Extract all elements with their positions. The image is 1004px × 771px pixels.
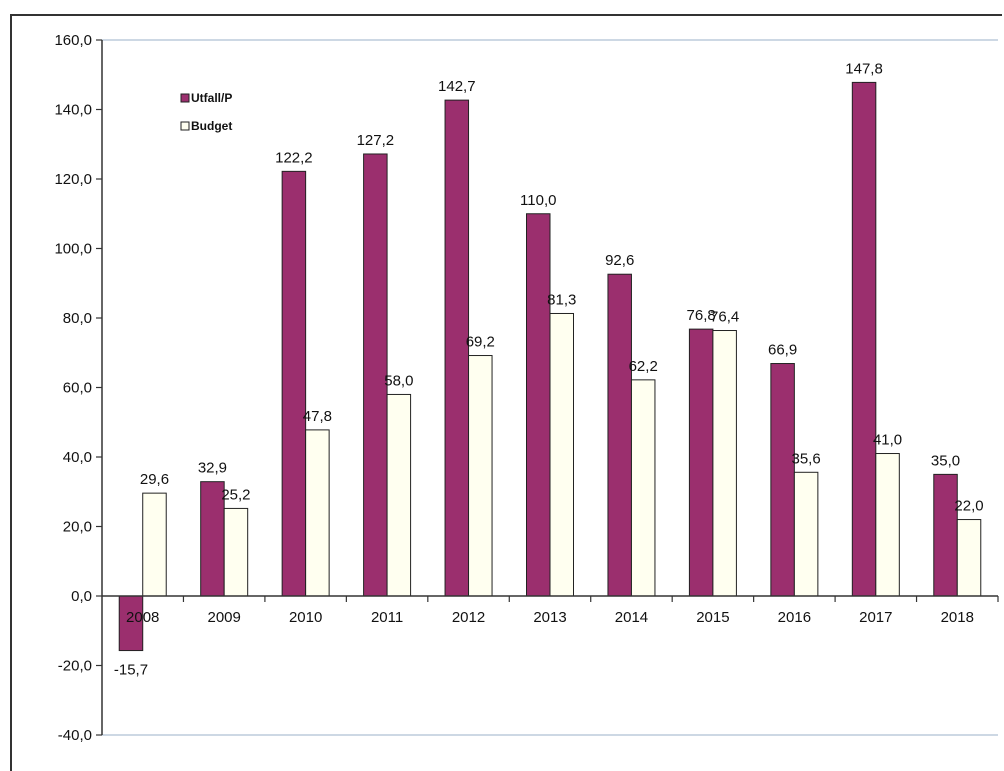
data-label: 25,2	[221, 486, 250, 503]
bar-utfall-p	[933, 473, 958, 597]
x-tick-label: 2011	[371, 609, 403, 626]
y-tick-label: 100,0	[54, 241, 92, 258]
y-axis: -40,0 -20,0 0,0 20,0 40,0 60,0 80,0 100,0 120,0 1…	[54, 32, 103, 744]
x-tick-label: 2008	[126, 609, 159, 626]
data-label: 47,8	[303, 408, 332, 425]
data-label: 76,4	[710, 309, 739, 326]
data-label: 35,0	[931, 452, 960, 469]
bars	[118, 81, 982, 652]
data-label: 81,3	[547, 291, 576, 308]
bar-budget	[386, 393, 412, 597]
y-tick-label: 0,0	[71, 588, 92, 605]
data-label: 122,2	[275, 149, 313, 166]
data-label: 147,8	[845, 60, 883, 77]
bar-utfall-p	[688, 328, 714, 597]
x-tick-label: 2014	[615, 609, 648, 626]
data-label: -15,7	[114, 662, 148, 679]
x-tick-label: 2017	[859, 609, 892, 626]
data-label: 35,6	[792, 450, 821, 467]
data-label: 22,0	[954, 498, 983, 515]
x-tick-label: 2016	[778, 609, 811, 626]
x-tick-label: 2009	[207, 609, 240, 626]
bar-budget	[956, 519, 982, 597]
legend-swatch	[180, 121, 190, 131]
data-labels: -15,7 29,6 32,9 25,2 122,2 47,8 127,2 58,0 142,7…	[114, 60, 984, 678]
data-label: 76,8	[687, 307, 716, 324]
y-tick-label: 80,0	[63, 310, 92, 327]
bar-budget	[630, 379, 656, 597]
bar-budget	[468, 355, 493, 597]
bar-utfall-p	[607, 273, 632, 597]
bar-utfall-p	[770, 363, 795, 597]
data-label: 69,2	[466, 334, 495, 351]
data-label: 127,2	[357, 132, 395, 149]
bar-utfall-p	[851, 81, 877, 597]
bar-budget	[875, 453, 900, 597]
x-tick-label: 2018	[941, 609, 974, 626]
data-label: 66,9	[768, 342, 797, 359]
y-tick-label: 120,0	[54, 171, 92, 188]
data-label: 110,0	[520, 192, 556, 209]
y-tick-label: -20,0	[58, 658, 92, 675]
y-tick-label: 160,0	[54, 32, 92, 49]
data-label: 92,6	[605, 252, 634, 269]
x-tick-label: 2015	[696, 609, 729, 626]
bar-budget	[305, 429, 330, 597]
bar-budget	[712, 330, 737, 597]
chart-frame	[10, 14, 1002, 771]
data-label: 58,0	[384, 372, 413, 389]
data-label: 32,9	[198, 460, 227, 477]
data-label: 142,7	[438, 78, 476, 95]
y-tick-label: 20,0	[63, 519, 92, 536]
y-tick-label: 40,0	[63, 449, 92, 466]
x-tick-label: 2010	[289, 609, 322, 626]
legend: Utfall/P Budget	[180, 91, 232, 133]
y-tick-label: 140,0	[54, 102, 92, 119]
plot-area	[102, 39, 998, 736]
x-tick-label: 2012	[452, 609, 485, 626]
y-tick-label: -40,0	[58, 727, 92, 744]
data-label: 41,0	[873, 432, 902, 449]
legend-label: Utfall/P	[191, 91, 232, 105]
legend-label: Budget	[191, 119, 232, 133]
bar-utfall-p	[281, 170, 307, 597]
x-axis: 2008 2009 2010 2011 2012 2013 2014 2015 2016 2017…	[102, 595, 999, 626]
bar-budget	[549, 312, 574, 597]
x-tick-label: 2013	[533, 609, 566, 626]
data-label: 29,6	[140, 471, 169, 488]
y-tick-label: 60,0	[63, 380, 92, 397]
bar-budget	[223, 507, 249, 597]
bar-utfall-p	[526, 213, 551, 597]
legend-swatch	[180, 93, 190, 103]
bar-budget	[142, 492, 167, 597]
bar-budget	[793, 471, 819, 597]
data-label: 62,2	[629, 358, 658, 375]
